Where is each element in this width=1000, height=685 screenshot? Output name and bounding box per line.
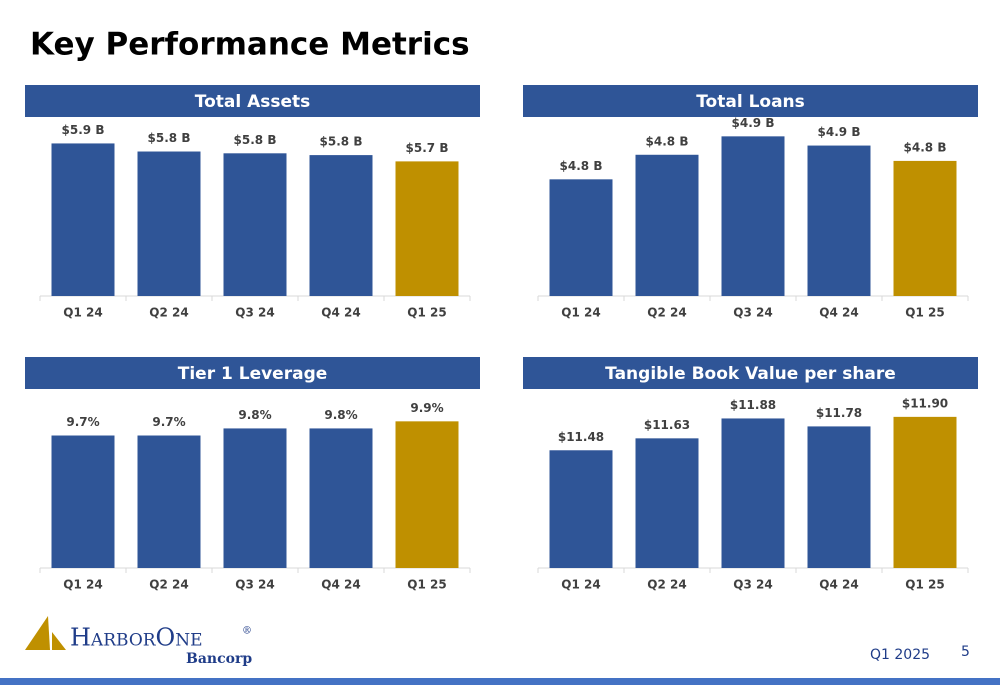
bar [137,151,201,296]
bar [137,435,201,568]
page-number: 5 [961,644,970,660]
chart-title: Total Assets [195,92,311,112]
value-label: 9.8% [324,408,357,422]
x-tick-label: Q1 25 [905,578,944,592]
x-tick-label: Q3 24 [235,578,274,592]
panel-header [25,357,480,389]
x-tick-label: Q1 25 [905,306,944,320]
value-label: $5.9 B [62,123,105,137]
bar [807,426,871,568]
bar [893,160,957,296]
value-label: 9.7% [66,415,99,429]
x-tick-label: Q2 24 [149,306,188,320]
chart-title: Tier 1 Leverage [178,364,328,384]
x-tick-label: Q4 24 [819,578,858,592]
bar [51,435,115,568]
value-label: $5.7 B [406,141,449,155]
x-tick-label: Q1 24 [561,306,600,320]
x-tick-label: Q1 25 [407,578,446,592]
x-tick-label: Q1 24 [561,578,600,592]
x-tick-label: Q3 24 [733,306,772,320]
value-label: $4.8 B [646,134,689,148]
bar [721,136,785,296]
bar [223,428,287,568]
value-label: 9.8% [238,408,271,422]
x-tick-label: Q2 24 [149,578,188,592]
bar [721,418,785,568]
slide-title: Key Performance Metrics [30,27,470,63]
bar [395,421,459,568]
chart-title: Total Loans [696,92,805,112]
x-tick-label: Q3 24 [235,306,274,320]
panel-header [523,357,978,389]
footer-period: Q1 2025 [870,647,930,663]
chart-title: Tangible Book Value per share [605,364,896,384]
value-label: $5.8 B [234,133,277,147]
bar [893,416,957,568]
value-label: $4.9 B [818,125,861,139]
x-tick-label: Q4 24 [321,578,360,592]
logo-sail [52,632,66,650]
logo-name: HarborOne [70,624,203,652]
panel-header [523,85,978,117]
value-label: $11.78 [816,406,862,420]
bar [549,179,613,296]
footer-bar [0,678,1000,685]
value-label: $11.90 [902,396,948,410]
value-label: $4.8 B [904,140,947,154]
bar [309,155,373,296]
x-tick-label: Q1 24 [63,578,102,592]
panel-header [25,85,480,117]
bar [807,145,871,296]
x-tick-label: Q1 24 [63,306,102,320]
logo-sail [25,616,50,650]
value-label: 9.7% [152,415,185,429]
bar [549,450,613,568]
x-tick-label: Q2 24 [647,306,686,320]
x-tick-label: Q4 24 [321,306,360,320]
value-label: $5.8 B [148,131,191,145]
x-tick-label: Q1 25 [407,306,446,320]
value-label: 9.9% [410,401,443,415]
bar [309,428,373,568]
bar [51,143,115,296]
x-tick-label: Q2 24 [647,578,686,592]
value-label: $11.48 [558,430,604,444]
x-tick-label: Q4 24 [819,306,858,320]
bar [395,161,459,296]
bar [223,153,287,296]
value-label: $4.9 B [732,116,775,130]
bar [635,438,699,568]
value-label: $5.8 B [320,135,363,149]
logo-mark: ® [242,626,252,637]
logo-sub: Bancorp [186,651,252,667]
value-label: $11.88 [730,398,776,412]
value-label: $4.8 B [560,159,603,173]
x-tick-label: Q3 24 [733,578,772,592]
value-label: $11.63 [644,418,690,432]
bar [635,154,699,296]
